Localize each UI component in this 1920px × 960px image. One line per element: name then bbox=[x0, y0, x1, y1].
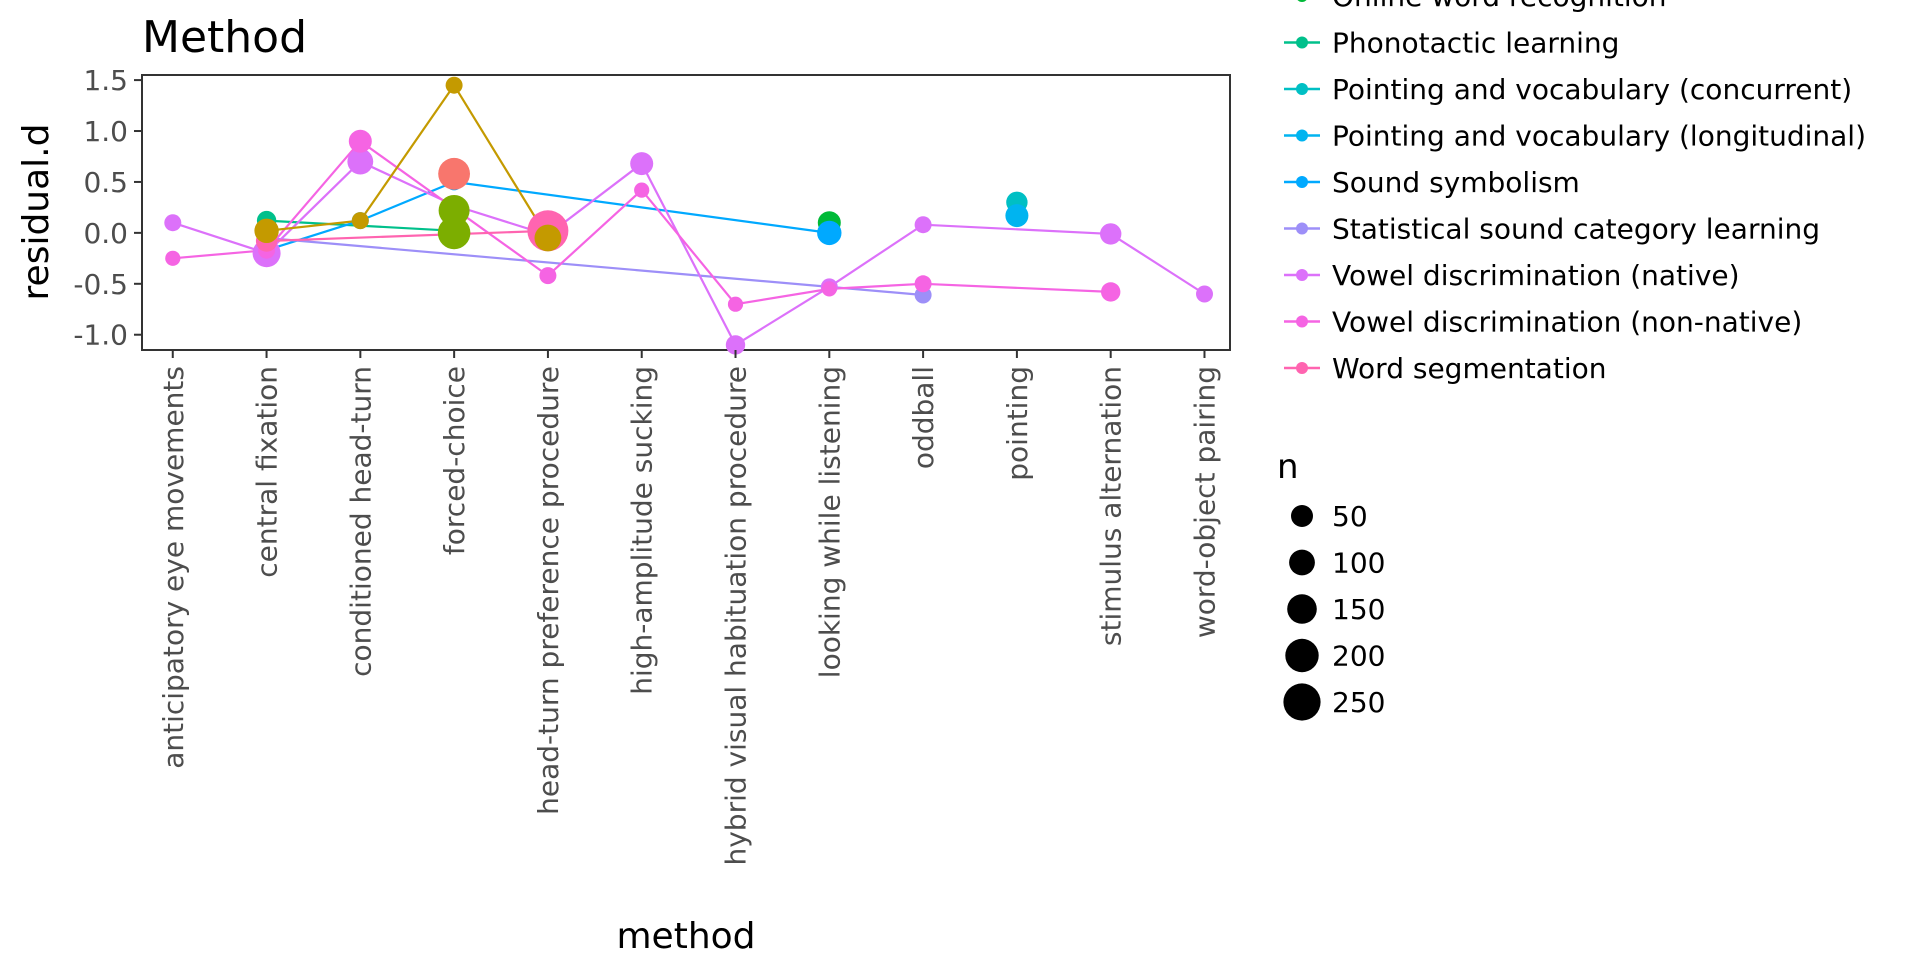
x-tick-label: pointing bbox=[1001, 366, 1034, 481]
legend-key-point bbox=[1296, 362, 1308, 374]
data-point bbox=[1100, 223, 1122, 245]
legend-item: Statistical sound category learning bbox=[1284, 213, 1820, 246]
data-point bbox=[438, 157, 470, 190]
series-line bbox=[266, 83, 549, 239]
legend-key-point bbox=[1296, 315, 1308, 328]
size-legend-item: 200 bbox=[1285, 638, 1385, 673]
y-tick-label: 1.0 bbox=[83, 115, 128, 148]
legend-label: Word segmentation bbox=[1332, 352, 1606, 385]
legend-key-point bbox=[1297, 0, 1307, 2]
legend-key-point bbox=[1296, 222, 1308, 235]
size-legend-key bbox=[1285, 638, 1319, 673]
x-tick-label: anticipatory eye movements bbox=[157, 366, 190, 769]
data-point bbox=[821, 281, 837, 297]
data-point bbox=[254, 218, 279, 243]
legend-item: Phonotactic learning bbox=[1284, 27, 1619, 60]
legend-key-point bbox=[1296, 129, 1308, 142]
data-point bbox=[817, 220, 842, 246]
size-legend-label: 50 bbox=[1332, 500, 1368, 533]
x-tick-label: forced-choice bbox=[438, 366, 471, 555]
data-point bbox=[1005, 204, 1029, 228]
y-tick-label: -0.5 bbox=[73, 268, 128, 301]
size-legend-item: 100 bbox=[1289, 547, 1385, 580]
legend-item: Pointing and vocabulary (longitudinal) bbox=[1284, 120, 1866, 153]
size-legend-key bbox=[1283, 683, 1321, 721]
size-legend-item: 250 bbox=[1283, 683, 1385, 721]
legend-key-point bbox=[1296, 83, 1308, 95]
legend-item: Word segmentation bbox=[1284, 352, 1606, 385]
legend-label: Vowel discrimination (non-native) bbox=[1332, 306, 1802, 339]
chart-title: Method bbox=[142, 12, 307, 63]
size-legend-item: 50 bbox=[1291, 500, 1368, 533]
y-tick-label: 1.5 bbox=[83, 64, 128, 97]
legend-item: Pointing and vocabulary (concurrent) bbox=[1284, 73, 1852, 106]
series-line bbox=[266, 180, 830, 252]
series-line bbox=[266, 236, 924, 297]
legend-key-point bbox=[1296, 36, 1308, 49]
color-legend: Online word recognition Phonotactic learn… bbox=[1284, 0, 1866, 385]
size-legend: n 50 100 150 200 250 bbox=[1277, 447, 1385, 721]
y-axis: -1.0 -0.5 0.0 0.5 1.0 1.5 bbox=[73, 64, 142, 352]
data-point bbox=[539, 267, 557, 285]
data-point bbox=[1101, 282, 1121, 302]
x-tick-label: central fixation bbox=[251, 366, 284, 578]
data-point bbox=[437, 216, 471, 250]
x-tick-label: stimulus alternation bbox=[1095, 366, 1128, 646]
legend-label: Statistical sound category learning bbox=[1332, 213, 1820, 246]
data-point bbox=[534, 224, 562, 252]
series-points bbox=[164, 76, 1213, 355]
x-axis: anticipatory eye movements central fixati… bbox=[157, 350, 1221, 866]
data-point bbox=[165, 250, 181, 266]
legend-item: Vowel discrimination (non-native) bbox=[1284, 306, 1802, 339]
legend-label: Online word recognition bbox=[1332, 0, 1667, 13]
plot-area bbox=[141, 74, 1231, 355]
data-point bbox=[914, 216, 932, 234]
legend-key-point bbox=[1296, 176, 1308, 188]
x-tick-label: head-turn preference procedure bbox=[532, 366, 565, 815]
data-point bbox=[914, 275, 932, 293]
data-point bbox=[727, 296, 744, 312]
series-line bbox=[266, 229, 548, 243]
size-legend-label: 200 bbox=[1332, 640, 1385, 673]
legend-item: Vowel discrimination (native) bbox=[1284, 259, 1740, 292]
data-point bbox=[347, 148, 374, 175]
legend-label: Sound symbolism bbox=[1332, 166, 1580, 199]
legend-label: Phonotactic learning bbox=[1332, 27, 1619, 60]
legend-label: Vowel discrimination (native) bbox=[1332, 259, 1740, 292]
legend-key-point bbox=[1296, 269, 1308, 281]
x-tick-label: high-amplitude sucking bbox=[626, 366, 659, 695]
data-point bbox=[634, 182, 650, 198]
y-tick-label: 0.0 bbox=[83, 217, 128, 250]
data-point bbox=[438, 195, 470, 226]
size-legend-key bbox=[1289, 549, 1315, 576]
x-tick-label: word-object pairing bbox=[1188, 366, 1221, 638]
x-axis-title: method bbox=[616, 916, 755, 957]
y-tick-label: -1.0 bbox=[73, 319, 128, 352]
data-point bbox=[351, 212, 369, 230]
legend-item: Sound symbolism bbox=[1284, 166, 1580, 199]
size-legend-label: 250 bbox=[1332, 686, 1385, 719]
y-tick-label: 0.5 bbox=[83, 166, 128, 199]
legend-item: Online word recognition bbox=[1297, 0, 1667, 13]
size-legend-label: 150 bbox=[1332, 593, 1385, 626]
size-legend-label: 100 bbox=[1332, 547, 1385, 580]
x-tick-label: oddball bbox=[907, 366, 940, 469]
data-point bbox=[630, 152, 654, 176]
data-point bbox=[164, 214, 182, 232]
y-axis-title: residual.d bbox=[16, 124, 57, 301]
data-point bbox=[1196, 285, 1213, 303]
data-point bbox=[725, 335, 746, 355]
legend-label: Pointing and vocabulary (longitudinal) bbox=[1332, 120, 1866, 153]
size-legend-item: 150 bbox=[1287, 593, 1385, 626]
data-point bbox=[445, 76, 463, 94]
legend-label: Pointing and vocabulary (concurrent) bbox=[1332, 73, 1852, 106]
x-tick-label: hybrid visual habituation procedure bbox=[720, 366, 753, 866]
data-point bbox=[348, 129, 372, 153]
size-legend-key bbox=[1287, 594, 1317, 624]
x-tick-label: conditioned head-turn bbox=[344, 366, 377, 677]
size-legend-key bbox=[1291, 505, 1313, 527]
size-legend-title: n bbox=[1277, 447, 1299, 487]
x-tick-label: looking while listening bbox=[813, 366, 846, 678]
